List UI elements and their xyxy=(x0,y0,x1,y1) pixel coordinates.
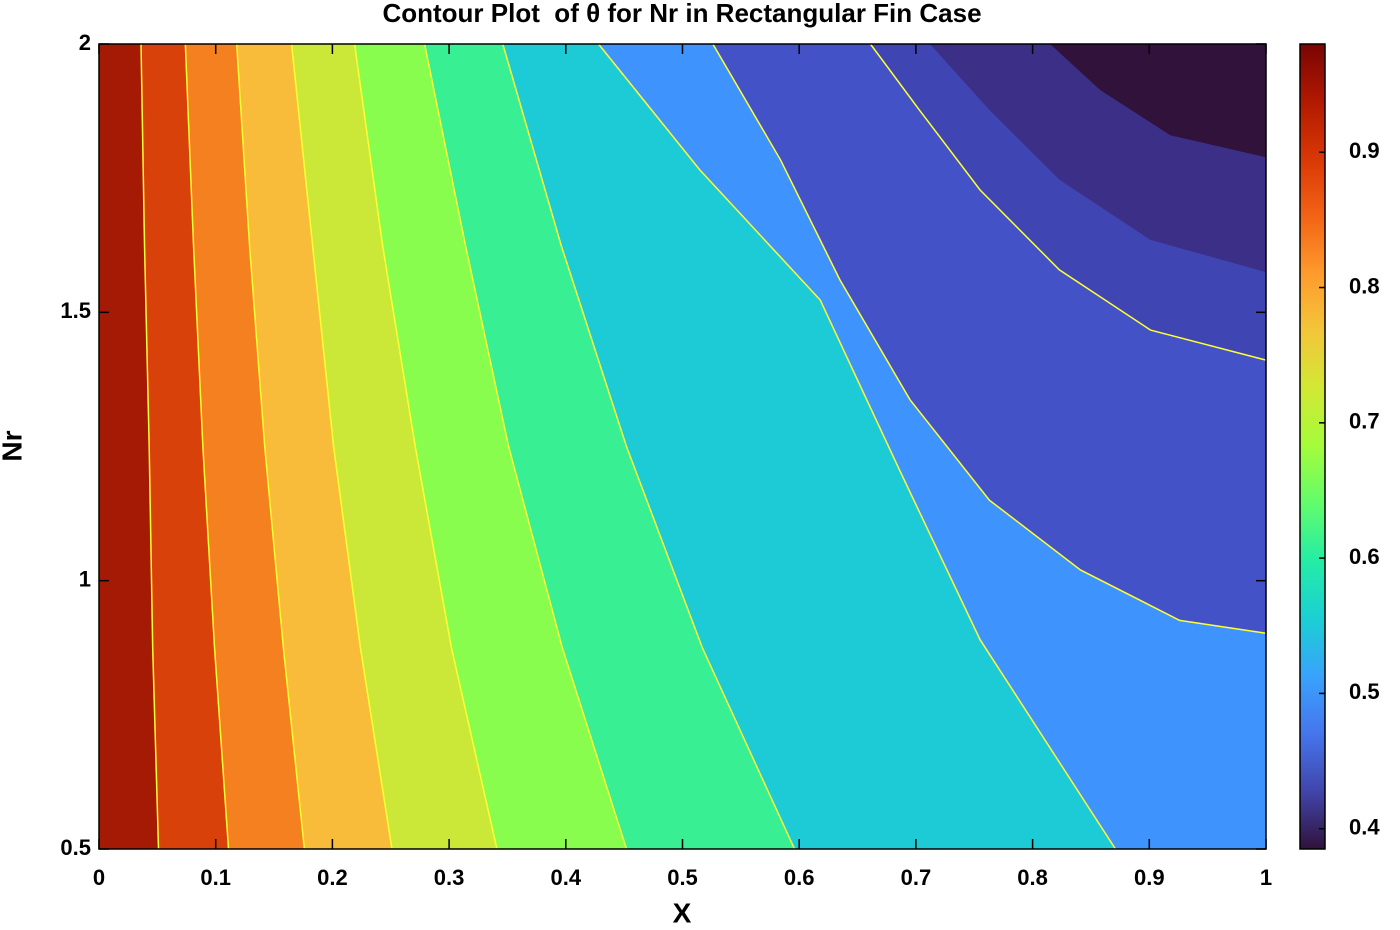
colorbar xyxy=(1299,43,1326,850)
x-tick-label: 1 xyxy=(1260,865,1272,890)
x-tick-label: 0.5 xyxy=(667,865,698,890)
y-axis-label: Nr xyxy=(0,430,27,461)
x-tick-label: 0 xyxy=(93,865,105,890)
x-tick-label: 0.2 xyxy=(317,865,348,890)
contour-line xyxy=(423,43,628,850)
contour-line xyxy=(235,43,306,850)
x-tick-label: 0.7 xyxy=(901,865,932,890)
colorbar-tick-label: 0.4 xyxy=(1349,815,1380,840)
y-tick-label: 0.5 xyxy=(60,835,91,860)
contour-line xyxy=(869,43,1267,361)
x-tick-label: 0.8 xyxy=(1017,865,1048,890)
contour-line xyxy=(712,43,1267,635)
contour-line xyxy=(140,43,160,850)
contour-line xyxy=(597,43,1117,850)
x-tick-label: 0.3 xyxy=(434,865,465,890)
contour-line xyxy=(290,43,393,850)
colorbar-tick-label: 0.5 xyxy=(1349,679,1380,704)
x-tick-label: 0.1 xyxy=(200,865,231,890)
x-tick-label: 0.4 xyxy=(551,865,582,890)
y-tick-label: 1.5 xyxy=(60,298,91,323)
contour-region xyxy=(99,44,159,849)
colorbar-tick-label: 0.8 xyxy=(1349,273,1380,298)
colorbar-tick-label: 0.6 xyxy=(1349,544,1380,569)
y-tick-label: 2 xyxy=(79,30,91,55)
plot-area xyxy=(99,43,1267,850)
x-tick-label: 0.6 xyxy=(784,865,815,890)
contour-line xyxy=(353,43,498,850)
x-axis-label: X xyxy=(673,897,692,928)
contour-line xyxy=(184,43,230,850)
y-tick-label: 1 xyxy=(79,566,91,591)
x-tick-label: 0.9 xyxy=(1134,865,1165,890)
chart-title: Contour Plot of θ for Nr in Rectangular … xyxy=(382,0,981,28)
colorbar-tick-label: 0.7 xyxy=(1349,409,1380,434)
contour-line xyxy=(502,43,796,850)
colorbar-tick-label: 0.9 xyxy=(1349,138,1380,163)
